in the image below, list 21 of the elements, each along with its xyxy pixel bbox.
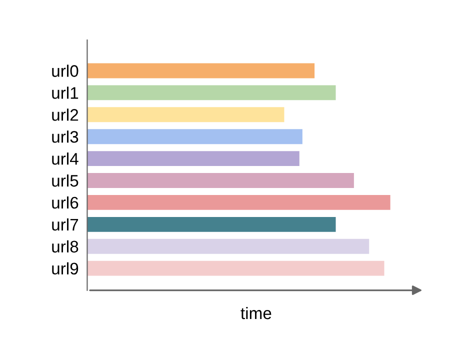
y-tick-label: url8 [52,240,78,253]
x-axis-title: time [240,306,272,320]
y-tick-label: url1 [52,86,78,99]
bar [87,195,390,210]
y-tick-label: url9 [52,262,78,275]
y-tick-label: url5 [52,174,78,187]
bar [87,107,284,122]
bar [87,129,302,144]
bar [87,260,384,276]
y-tick-label: url4 [52,152,78,165]
bar [87,85,336,100]
bar [87,151,300,166]
bar [87,216,336,232]
bar [87,173,354,188]
y-tick-label: url6 [52,196,78,209]
y-tick-label: url2 [52,108,78,121]
y-tick-label: url0 [52,64,78,77]
y-tick-label: url7 [52,218,78,231]
y-tick-label: url3 [52,130,78,143]
bar [87,238,370,254]
bar [87,63,315,78]
